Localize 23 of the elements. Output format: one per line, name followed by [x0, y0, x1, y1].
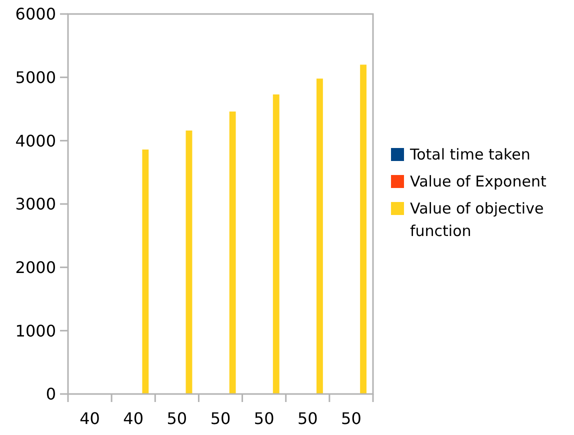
bar [360, 64, 366, 394]
bar [316, 78, 323, 394]
bar [229, 112, 236, 394]
bar [142, 150, 149, 394]
y-tick-label: 4000 [15, 131, 56, 150]
y-tick-label: 3000 [15, 194, 56, 214]
x-tick-label: 40 [80, 409, 100, 428]
y-tick-label: 0 [46, 384, 56, 404]
legend-label: Total time taken [409, 145, 530, 164]
legend-label: Value of Exponent [410, 172, 546, 190]
x-tick-label: 50 [341, 409, 362, 428]
x-tick-label: 50 [210, 409, 231, 428]
y-tick-label: 2000 [15, 258, 56, 277]
x-tick-label: 50 [254, 409, 274, 428]
x-tick-label: 40 [123, 409, 144, 428]
y-tick-label: 5000 [15, 68, 56, 87]
y-tick-label: 1000 [15, 321, 56, 340]
x-tick-label: 50 [297, 409, 318, 428]
y-tick-label: 6000 [15, 4, 56, 24]
legend-label: Value of objective function [410, 199, 544, 240]
bar [186, 130, 192, 394]
x-tick-label: 50 [166, 409, 188, 428]
bar [272, 94, 280, 394]
